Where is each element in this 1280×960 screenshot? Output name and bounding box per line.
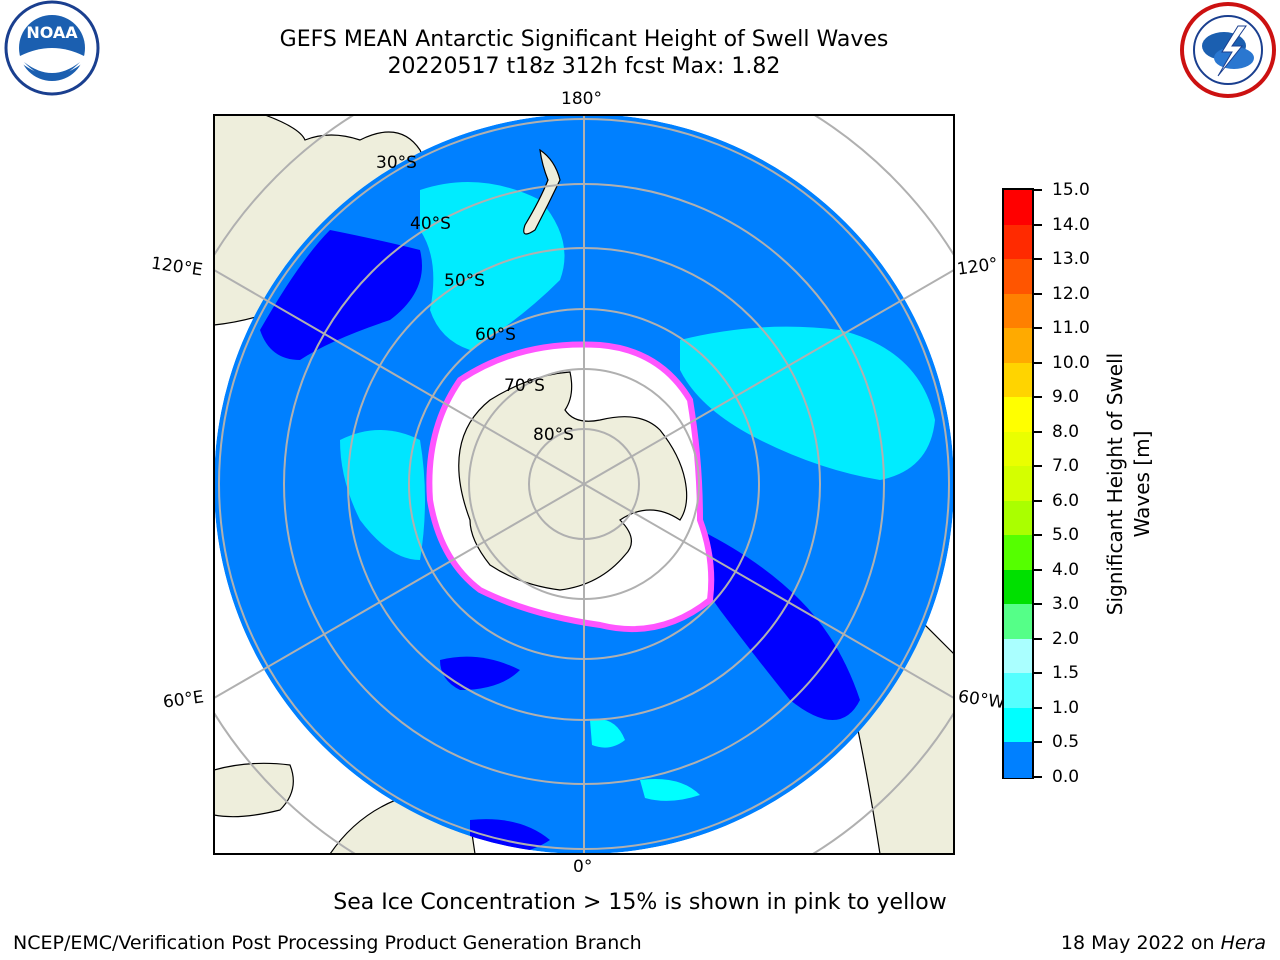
- lat-label-30s: 30°S: [376, 153, 417, 173]
- madagascar-land: [214, 762, 294, 818]
- colorbar-segment: [1004, 431, 1032, 467]
- footer-host: Hera: [1220, 932, 1266, 954]
- colorbar-label-line1: Significant Height of Swell: [1103, 352, 1127, 616]
- lon-label-0: 0°: [573, 857, 593, 877]
- colorbar-tick-label: 3.0: [1052, 594, 1080, 615]
- colorbar-tick-mark: [1034, 568, 1042, 571]
- colorbar-segment: [1004, 224, 1032, 260]
- colorbar-tick-mark: [1034, 327, 1042, 330]
- colorbar-segment: [1004, 328, 1032, 364]
- colorbar-segment: [1004, 362, 1032, 398]
- lat-label-40s: 40°S: [410, 214, 451, 234]
- colorbar-tick-mark: [1034, 465, 1042, 468]
- colorbar-tick-label: 2.0: [1052, 628, 1080, 649]
- colorbar-segment: [1004, 638, 1032, 674]
- colorbar-segment: [1004, 466, 1032, 502]
- colorbar-segment: [1004, 293, 1032, 329]
- new-zealand-land: [523, 148, 561, 235]
- colorbar-tick-mark: [1034, 430, 1042, 433]
- graticule: [214, 115, 954, 854]
- map-subtitle: 20220517 t18z 312h fcst Max: 1.82: [387, 54, 781, 79]
- colorbar: [1002, 188, 1034, 779]
- colorbar-tick-mark: [1034, 189, 1042, 191]
- colorbar-tick-mark: [1034, 776, 1042, 778]
- colorbar-tick-mark: [1034, 396, 1042, 399]
- colorbar-tick-label: 6.0: [1052, 490, 1080, 511]
- colorbar-tick-mark: [1034, 741, 1042, 744]
- antarctica-land: [458, 371, 688, 591]
- map-title: GEFS MEAN Antarctic Significant Height o…: [279, 27, 889, 52]
- colorbar-tick-label: 15.0: [1052, 180, 1090, 200]
- colorbar-tick-mark: [1034, 258, 1042, 261]
- sea-ice-note: Sea Ice Concentration > 15% is shown in …: [333, 890, 947, 915]
- colorbar-tick-label: 1.0: [1052, 697, 1080, 718]
- colorbar-tick-mark: [1034, 637, 1042, 640]
- lat-label-70s: 70°S: [504, 376, 545, 396]
- colorbar-segment: [1004, 535, 1032, 571]
- colorbar-tick-mark: [1034, 706, 1042, 709]
- colorbar-segment: [1004, 742, 1032, 778]
- colorbar-tick-label: 10.0: [1052, 352, 1090, 373]
- colorbar-tick-label: 8.0: [1052, 421, 1080, 442]
- colorbar-tick-mark: [1034, 361, 1042, 364]
- nws-logo: [1180, 2, 1276, 98]
- colorbar-segment: [1004, 707, 1032, 744]
- colorbar-tick-mark: [1034, 292, 1042, 295]
- svg-text:NOAA: NOAA: [26, 23, 78, 42]
- colorbar-tick-label: 7.0: [1052, 456, 1080, 477]
- colorbar-tick-label: 9.0: [1052, 387, 1080, 408]
- colorbar-label-line2: Waves [m]: [1130, 430, 1154, 538]
- colorbar-tick-label: 14.0: [1052, 214, 1090, 235]
- footer-credit: NCEP/EMC/Verification Post Processing Pr…: [13, 932, 642, 954]
- colorbar-tick-label: 1.5: [1052, 663, 1080, 684]
- colorbar-tick-label: 11.0: [1052, 318, 1090, 339]
- footer-date-text: 18 May 2022 on: [1060, 932, 1215, 954]
- colorbar-segment: [1004, 259, 1032, 295]
- colorbar-segment: [1004, 500, 1032, 536]
- lat-label-50s: 50°S: [444, 271, 485, 291]
- colorbar-tick-mark: [1034, 534, 1042, 537]
- colorbar-tick-label: 13.0: [1052, 249, 1090, 270]
- colorbar-tick-label: 0.0: [1052, 767, 1080, 787]
- colorbar-segment: [1004, 397, 1032, 433]
- colorbar-segment: [1004, 569, 1032, 605]
- colorbar-tick-mark: [1034, 603, 1042, 606]
- colorbar-segment: [1004, 190, 1032, 226]
- lon-label-180: 180°: [561, 89, 602, 109]
- colorbar-tick-mark: [1034, 499, 1042, 502]
- colorbar-tick-label: 12.0: [1052, 283, 1090, 304]
- colorbar-segment: [1004, 673, 1032, 709]
- lat-label-80s: 80°S: [533, 425, 574, 445]
- colorbar-segment: [1004, 604, 1032, 640]
- colorbar-tick-label: 0.5: [1052, 732, 1080, 753]
- map-frame: [213, 114, 955, 855]
- colorbar-tick-mark: [1034, 223, 1042, 226]
- colorbar-tick-label: 4.0: [1052, 559, 1080, 580]
- noaa-logo: NOAA: [4, 0, 100, 96]
- colorbar-tick-label: 5.0: [1052, 525, 1080, 546]
- lat-label-60s: 60°S: [475, 325, 516, 345]
- footer-date: 18 May 2022 on Hera: [1061, 932, 1266, 954]
- colorbar-tick-mark: [1034, 672, 1042, 675]
